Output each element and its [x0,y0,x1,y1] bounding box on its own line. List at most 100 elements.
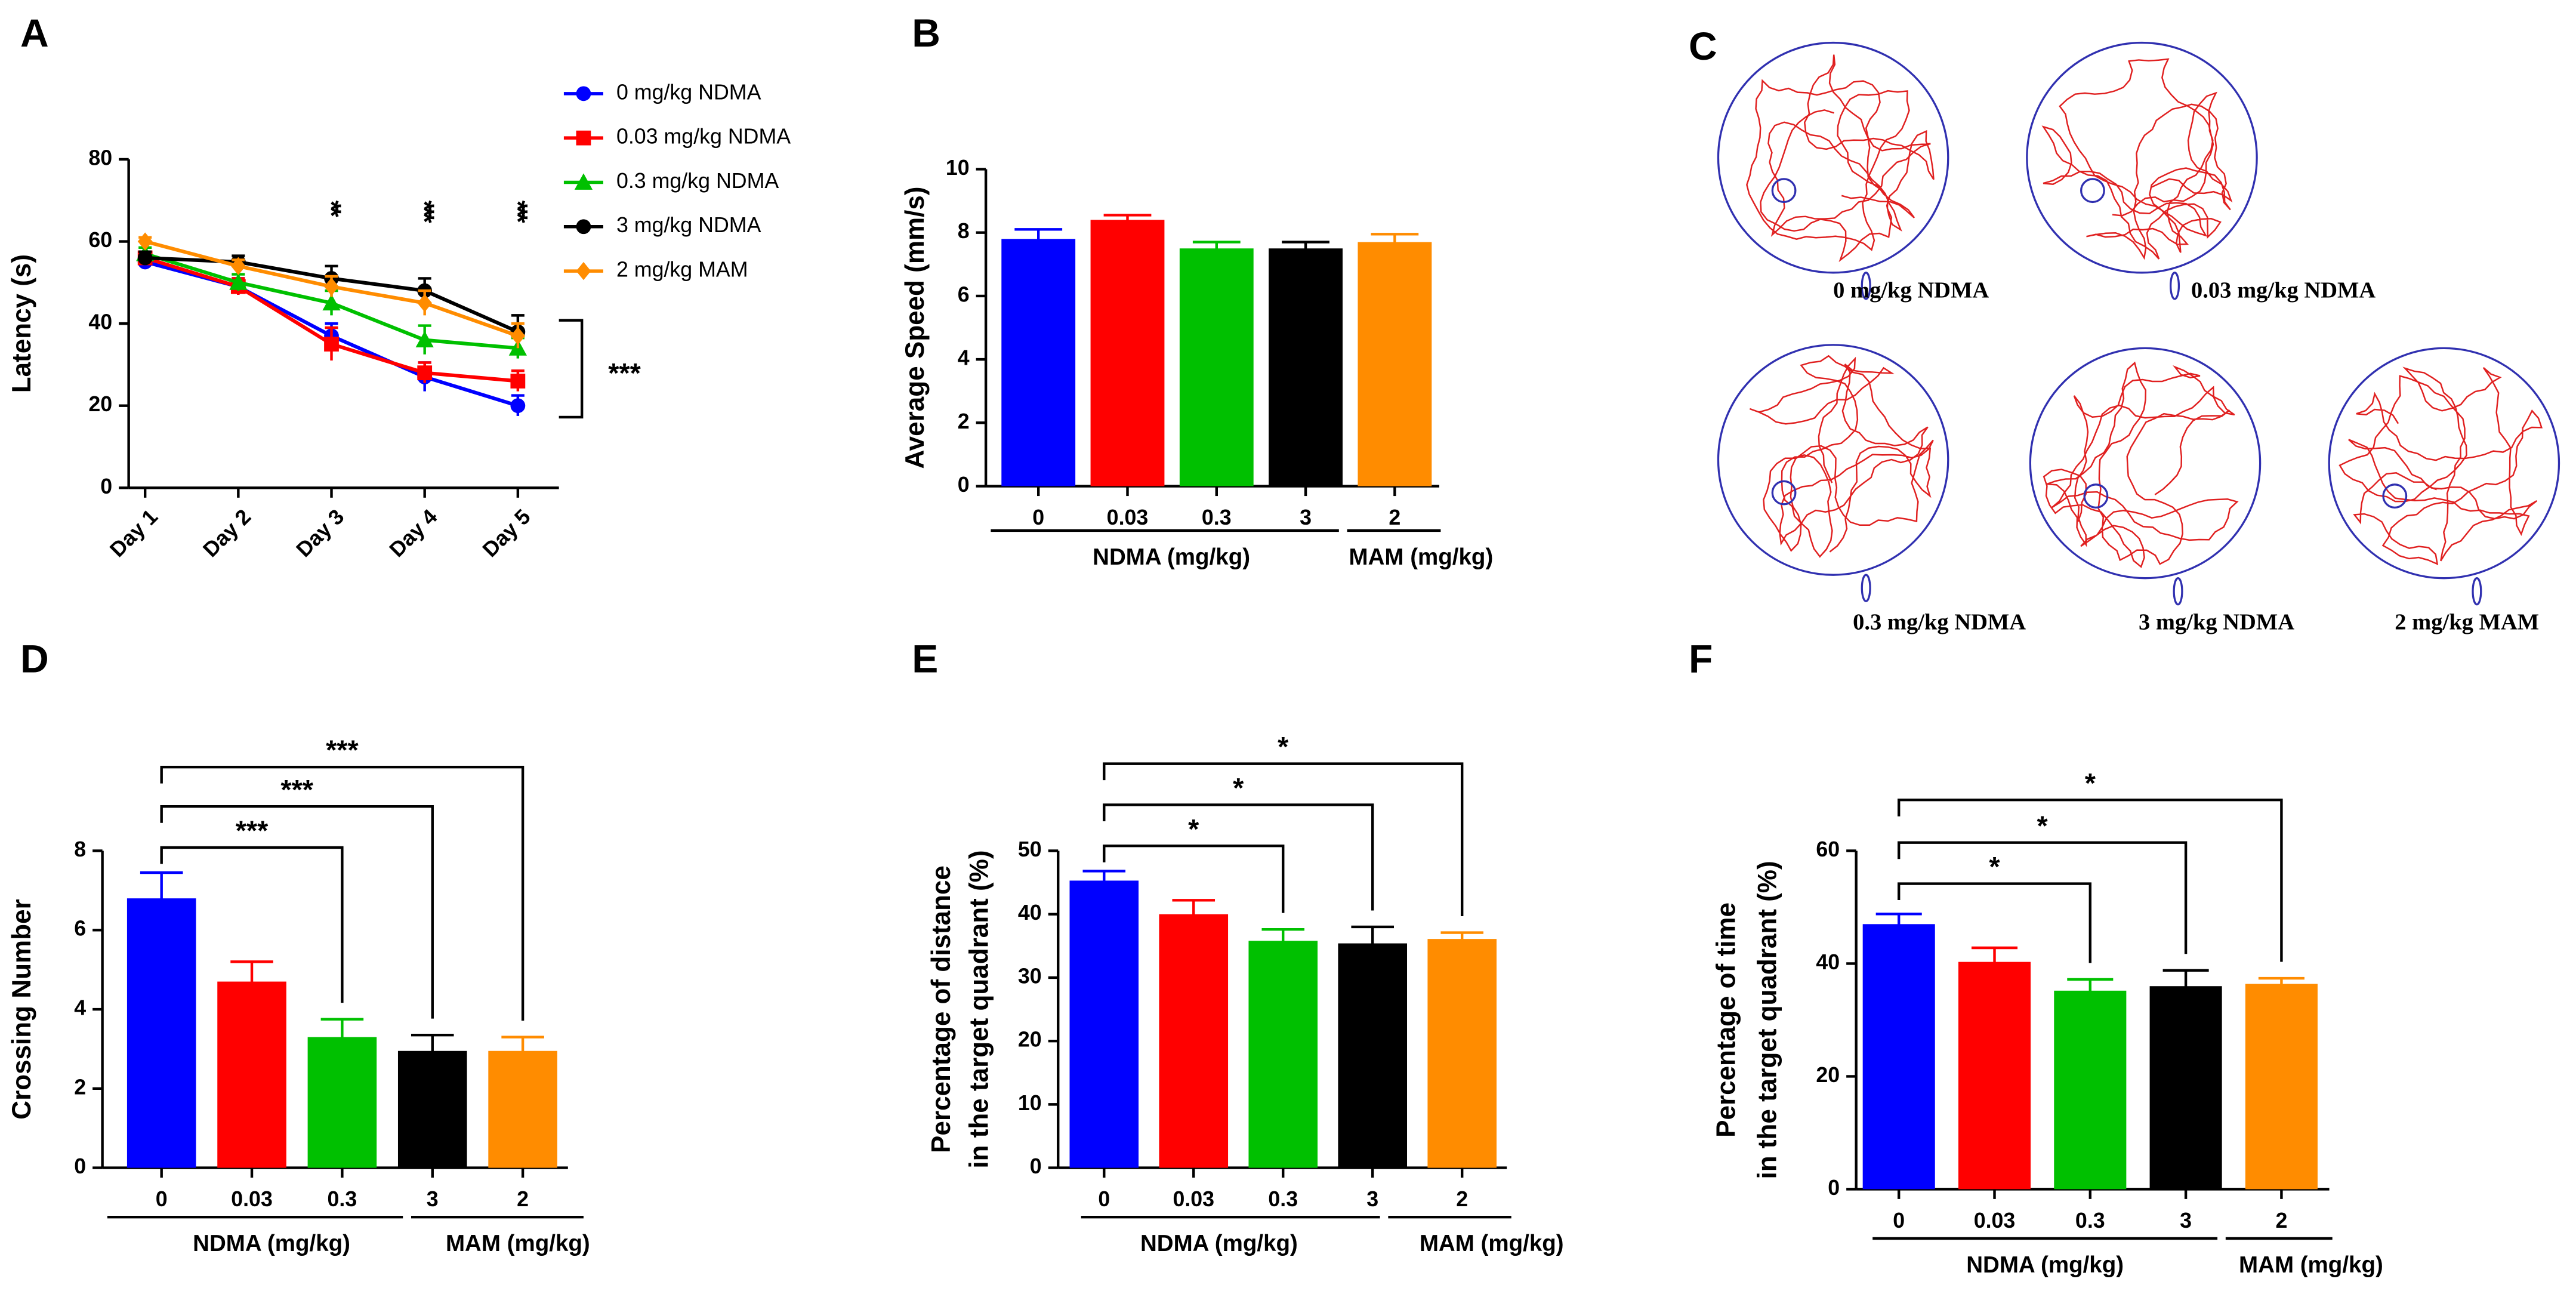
significance: * [1188,814,1199,845]
platform [1771,480,1797,506]
bar [1358,242,1432,486]
marker [137,250,153,266]
swim-path [2041,58,2233,260]
y-axis-label: in the target quadrant (%) [1753,861,1782,1179]
bar [1090,220,1165,486]
significance: *** [280,774,313,805]
significance: * [1278,731,1289,762]
y-tick-label: 2 [958,409,970,433]
y-tick-label: 60 [88,228,112,252]
x-tick-label: 3 [1300,506,1312,529]
legend-label: 0.3 mg/kg NDMA [616,169,779,193]
image-label: 3 mg/kg NDMA [2139,610,2294,635]
bar [1269,248,1343,486]
platform [2080,178,2105,204]
significance: ** [316,201,347,218]
legend-label: 0.03 mg/kg NDMA [616,125,791,149]
bar [127,898,196,1168]
panel-label: E [912,636,938,680]
bar [2054,990,2127,1190]
significance: * [2085,768,2096,799]
bracket [559,319,584,419]
panel-label: B [912,11,940,55]
y-axis-label: Latency (s) [7,254,36,393]
x-tick-label: Day 2 [198,504,255,562]
group-label: MAM (mg/kg) [2239,1252,2383,1278]
y-tick-label: 6 [958,282,970,306]
y-tick-label: 0 [1030,1154,1042,1178]
group-label: MAM (mg/kg) [1420,1231,1564,1256]
y-tick-label: 0 [100,475,112,498]
bar [2245,984,2318,1190]
y-tick-label: 20 [1816,1063,1840,1087]
bar [1427,939,1497,1168]
bar [1159,914,1229,1168]
y-tick-label: 4 [958,346,970,370]
x-tick-label: 0 [1098,1187,1110,1211]
bar [1958,962,2031,1190]
bracket [160,846,344,1003]
significance: *** [236,815,269,846]
y-tick-label: 50 [1018,837,1042,861]
x-tick-label: 0 [1893,1209,1905,1233]
image-label: 0 mg/kg NDMA [1833,278,1989,303]
bar [1179,248,1254,486]
marker [574,173,593,190]
entry-marker [1861,574,1871,602]
platform [2083,483,2109,509]
significance: *** [502,201,533,224]
bracket [1103,762,1464,916]
bar [1069,880,1139,1168]
marker [576,130,591,146]
swim-path [2339,366,2543,566]
y-tick-label: 10 [1018,1091,1042,1115]
y-tick-label: 4 [74,996,86,1020]
x-tick-label: 0.03 [1173,1187,1214,1211]
bracket [160,765,525,1021]
bar [488,1050,557,1168]
marker [576,86,591,101]
bar [397,1050,467,1168]
y-tick-label: 6 [74,917,86,941]
y-tick-label: 20 [88,392,112,416]
group-label: MAM (mg/kg) [446,1231,590,1256]
pool [2029,347,2262,580]
pool [1717,344,1949,576]
y-tick-label: 60 [1816,837,1840,861]
group-label: NDMA (mg/kg) [193,1231,350,1256]
y-tick-label: 30 [1018,964,1042,988]
bracket [160,805,434,1019]
legend-label: 2 mg/kg MAM [616,258,748,282]
x-tick-label: 0.3 [1202,506,1232,529]
significance: * [1989,851,2000,882]
marker [576,219,591,235]
y-tick-label: 80 [88,146,112,170]
panel-label: F [1689,636,1713,680]
panel-label: A [20,11,49,55]
marker [229,273,248,290]
x-tick-label: 0 [156,1187,168,1211]
platform [2382,483,2408,509]
marker [417,294,433,312]
x-tick-label: 0.03 [1974,1209,2016,1233]
swim-path [1749,355,1934,558]
x-tick-label: 0.3 [328,1187,357,1211]
x-tick-label: 0.03 [231,1187,273,1211]
panel-label: C [1689,24,1717,68]
pool [2026,41,2258,274]
panel-label: D [20,636,49,680]
marker [324,337,339,352]
x-tick-label: Day 3 [292,504,349,562]
legend-label: 3 mg/kg NDMA [616,213,761,237]
y-axis-label: Percentage of distance [927,865,956,1153]
y-tick-label: 2 [74,1075,86,1099]
marker [415,331,434,348]
y-tick-label: 10 [946,156,970,180]
group-label: NDMA (mg/kg) [1140,1231,1298,1256]
y-tick-label: 20 [1018,1028,1042,1052]
y-tick-label: 8 [74,837,86,861]
y-tick-label: 0 [958,473,970,497]
group-label: NDMA (mg/kg) [1093,544,1250,570]
group-label: NDMA (mg/kg) [1966,1252,2124,1278]
